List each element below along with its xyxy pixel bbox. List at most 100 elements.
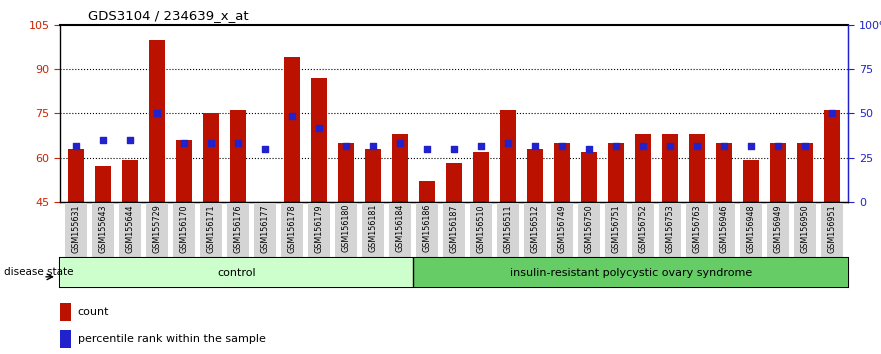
Point bbox=[663, 143, 677, 149]
Text: count: count bbox=[78, 307, 109, 317]
FancyBboxPatch shape bbox=[281, 204, 303, 257]
FancyBboxPatch shape bbox=[524, 204, 546, 257]
Point bbox=[285, 113, 300, 119]
FancyBboxPatch shape bbox=[552, 204, 574, 257]
Text: insulin-resistant polycystic ovary syndrome: insulin-resistant polycystic ovary syndr… bbox=[510, 268, 752, 278]
FancyBboxPatch shape bbox=[686, 204, 708, 257]
Text: GSM156763: GSM156763 bbox=[692, 204, 701, 252]
FancyBboxPatch shape bbox=[794, 204, 817, 257]
Text: GSM156177: GSM156177 bbox=[261, 204, 270, 253]
Bar bbox=[824, 110, 840, 335]
FancyBboxPatch shape bbox=[713, 204, 736, 257]
FancyBboxPatch shape bbox=[767, 204, 789, 257]
Point bbox=[258, 146, 272, 152]
Text: GSM156951: GSM156951 bbox=[828, 204, 837, 253]
Bar bbox=[365, 149, 381, 335]
Bar bbox=[419, 181, 435, 335]
FancyBboxPatch shape bbox=[308, 204, 330, 257]
FancyBboxPatch shape bbox=[65, 204, 87, 257]
Point bbox=[69, 143, 83, 149]
Bar bbox=[797, 143, 813, 335]
Text: GSM156949: GSM156949 bbox=[774, 204, 782, 253]
Bar bbox=[581, 152, 597, 335]
Text: GSM156752: GSM156752 bbox=[639, 204, 648, 253]
Bar bbox=[149, 40, 166, 335]
Text: control: control bbox=[218, 268, 256, 278]
Bar bbox=[257, 205, 273, 335]
FancyBboxPatch shape bbox=[173, 204, 196, 257]
Bar bbox=[663, 134, 678, 335]
FancyBboxPatch shape bbox=[200, 204, 222, 257]
Bar bbox=[60, 330, 70, 348]
Text: GSM156180: GSM156180 bbox=[342, 204, 351, 252]
Point bbox=[609, 143, 623, 149]
Text: GSM156950: GSM156950 bbox=[801, 204, 810, 253]
Text: GSM156510: GSM156510 bbox=[477, 204, 485, 252]
FancyBboxPatch shape bbox=[605, 204, 627, 257]
Text: GSM156749: GSM156749 bbox=[558, 204, 566, 253]
Point bbox=[582, 146, 596, 152]
FancyBboxPatch shape bbox=[470, 204, 492, 257]
Text: GSM156753: GSM156753 bbox=[666, 204, 675, 253]
Bar bbox=[311, 78, 327, 335]
Text: GSM156187: GSM156187 bbox=[449, 204, 459, 252]
Point bbox=[771, 143, 785, 149]
Text: GSM156751: GSM156751 bbox=[611, 204, 621, 253]
Text: GDS3104 / 234639_x_at: GDS3104 / 234639_x_at bbox=[88, 9, 248, 22]
Text: GSM156512: GSM156512 bbox=[530, 204, 540, 253]
Bar bbox=[338, 143, 354, 335]
FancyBboxPatch shape bbox=[60, 258, 413, 287]
Text: GSM156184: GSM156184 bbox=[396, 204, 404, 252]
Bar bbox=[608, 143, 625, 335]
Point bbox=[96, 137, 110, 143]
Bar bbox=[689, 134, 706, 335]
Point bbox=[204, 140, 218, 145]
Bar bbox=[527, 149, 544, 335]
Bar bbox=[554, 143, 570, 335]
Text: GSM156178: GSM156178 bbox=[287, 204, 297, 252]
Point bbox=[636, 143, 650, 149]
Bar bbox=[446, 164, 463, 335]
Text: GSM155631: GSM155631 bbox=[71, 204, 80, 252]
Point bbox=[366, 143, 381, 149]
Text: GSM155643: GSM155643 bbox=[99, 204, 107, 252]
FancyBboxPatch shape bbox=[227, 204, 249, 257]
FancyBboxPatch shape bbox=[335, 204, 357, 257]
Bar bbox=[284, 57, 300, 335]
Text: GSM156948: GSM156948 bbox=[747, 204, 756, 252]
Point bbox=[447, 146, 462, 152]
Bar bbox=[122, 160, 138, 335]
Bar bbox=[95, 166, 111, 335]
FancyBboxPatch shape bbox=[362, 204, 384, 257]
Bar bbox=[68, 149, 85, 335]
Text: GSM155644: GSM155644 bbox=[126, 204, 135, 252]
Text: GSM156179: GSM156179 bbox=[315, 204, 323, 253]
Point bbox=[339, 143, 353, 149]
Bar bbox=[203, 113, 219, 335]
FancyBboxPatch shape bbox=[740, 204, 762, 257]
Point bbox=[150, 110, 164, 116]
Point bbox=[312, 125, 326, 131]
FancyBboxPatch shape bbox=[389, 204, 411, 257]
Point bbox=[177, 140, 191, 145]
Point bbox=[690, 143, 704, 149]
Text: GSM156176: GSM156176 bbox=[233, 204, 242, 252]
Text: GSM156511: GSM156511 bbox=[504, 204, 513, 252]
Text: GSM156170: GSM156170 bbox=[180, 204, 189, 252]
FancyBboxPatch shape bbox=[413, 258, 848, 287]
Point bbox=[825, 110, 840, 116]
Point bbox=[474, 143, 488, 149]
FancyBboxPatch shape bbox=[92, 204, 115, 257]
Text: GSM155729: GSM155729 bbox=[152, 204, 161, 253]
FancyBboxPatch shape bbox=[821, 204, 843, 257]
Point bbox=[231, 140, 245, 145]
Bar bbox=[392, 134, 408, 335]
Text: GSM156181: GSM156181 bbox=[368, 204, 378, 252]
Point bbox=[798, 143, 812, 149]
FancyBboxPatch shape bbox=[443, 204, 465, 257]
Text: GSM156750: GSM156750 bbox=[585, 204, 594, 253]
Bar bbox=[176, 140, 192, 335]
Text: GSM156186: GSM156186 bbox=[423, 204, 432, 252]
Point bbox=[393, 140, 407, 145]
Text: GSM156171: GSM156171 bbox=[207, 204, 216, 252]
